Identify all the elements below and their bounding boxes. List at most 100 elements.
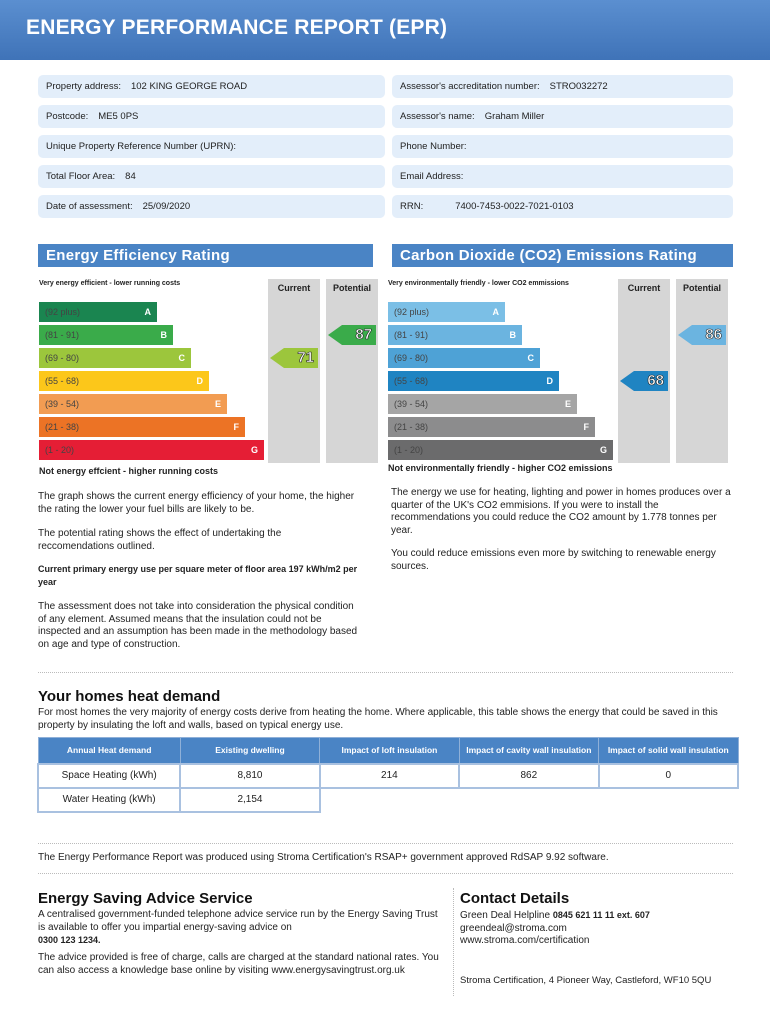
band-range: (55 - 68)	[394, 376, 429, 386]
rating-band-f: (21 - 38) F	[388, 417, 595, 437]
info-field: Total Floor Area: 84	[38, 165, 385, 188]
band-range: (39 - 54)	[45, 399, 80, 409]
field-value: 84	[125, 171, 136, 182]
band-range: (81 - 91)	[394, 330, 429, 340]
info-field: Assessor's accreditation number: STRO0322…	[392, 75, 733, 98]
col-header: Impact of loft insulation	[319, 737, 460, 764]
band-letter: D	[546, 376, 554, 386]
table-row: Water Heating (kWh) 2,154	[36, 786, 738, 813]
advice-phone: 0300 123 1234.	[38, 935, 101, 945]
band-letter: G	[250, 445, 258, 455]
band-range: (39 - 54)	[394, 399, 429, 409]
field-value: Graham Miller	[484, 111, 545, 122]
cell: Space Heating (kWh)	[36, 762, 182, 789]
band-range: (69 - 80)	[394, 353, 429, 363]
contact-email[interactable]: greendeal@stroma.com	[460, 922, 567, 934]
helpline-label: Green Deal Helpline	[460, 910, 551, 921]
band-letter: A	[492, 307, 500, 317]
divider	[453, 888, 454, 996]
energy-top-note: Very energy efficient - lower running co…	[39, 280, 181, 287]
col-header: Annual Heat demand	[37, 737, 181, 764]
band-letter: B	[509, 330, 517, 340]
field-label: Assessor's name:	[400, 111, 475, 122]
co2-text-1: The energy we use for heating, lighting …	[391, 487, 731, 536]
rating-band-d: (55 - 68) D	[39, 371, 209, 391]
cell: 8,810	[179, 762, 321, 789]
band-range: (92 plus)	[394, 307, 430, 317]
rating-band-c: (69 - 80) C	[388, 348, 540, 368]
heat-demand-table: Annual Heat demand Existing dwelling Imp…	[36, 737, 740, 813]
rating-band-e: (39 - 54) E	[388, 394, 577, 414]
energy-potential-column: Potential	[326, 279, 378, 463]
field-label: Unique Property Reference Number (UPRN):	[46, 141, 237, 152]
advice-title: Energy Saving Advice Service	[38, 890, 253, 907]
rating-band-e: (39 - 54) E	[39, 394, 227, 414]
helpline-number: 0845 621 11 11 ext. 607	[552, 910, 650, 920]
band-range: (92 plus)	[45, 307, 81, 317]
heat-demand-title: Your homes heat demand	[38, 688, 221, 705]
field-value: STRO032272	[549, 81, 608, 92]
field-value: 25/09/2020	[142, 201, 191, 212]
divider	[38, 672, 733, 673]
assessment-note: The assessment does not take into consid…	[38, 601, 358, 650]
co2-section-title: Carbon Dioxide (CO2) Emissions Rating	[392, 244, 733, 267]
table-header-row: Annual Heat demand Existing dwelling Imp…	[37, 737, 739, 764]
col-header: Existing dwelling	[179, 737, 321, 764]
cell: 862	[458, 762, 600, 789]
info-field: Phone Number:	[392, 135, 733, 158]
rating-band-a: (92 plus) A	[39, 302, 157, 322]
advice-text-2: The advice provided is free of charge, c…	[38, 952, 439, 976]
field-label: Date of assessment:	[46, 201, 133, 212]
band-letter: E	[214, 399, 221, 409]
contact-website[interactable]: www.stroma.com/certification	[460, 935, 590, 946]
energy-text-2: The potential rating shows the effect of…	[38, 528, 282, 552]
co2-potential-rating: 86	[678, 325, 726, 345]
band-range: (21 - 38)	[45, 422, 80, 432]
info-field: Postcode: ME5 0PS	[38, 105, 385, 128]
rating-band-b: (81 - 91) B	[388, 325, 522, 345]
energy-bottom-note: Not energy effcient - higher running cos…	[39, 466, 219, 476]
info-field: Date of assessment: 25/09/2020	[38, 195, 385, 218]
band-letter: C	[527, 353, 535, 363]
rating-band-d: (55 - 68) D	[388, 371, 559, 391]
report-title: ENERGY PERFORMANCE REPORT (EPR)	[26, 16, 448, 39]
contact-details: Green Deal Helpline 0845 621 11 11 ext. …	[460, 909, 740, 948]
rating-band-g: (1 - 20) G	[388, 440, 613, 460]
field-value: 102 KING GEORGE ROAD	[130, 81, 248, 92]
divider	[38, 843, 733, 844]
report-header: ENERGY PERFORMANCE REPORT (EPR)	[0, 0, 770, 60]
co2-bottom-note: Not environmentally friendly - higher CO…	[388, 463, 613, 473]
energy-potential-rating: 87	[328, 325, 376, 345]
field-label: Assessor's accreditation number:	[400, 81, 540, 92]
band-range: (81 - 91)	[45, 330, 80, 340]
rating-band-g: (1 - 20) G	[39, 440, 264, 460]
heat-demand-intro: For most homes the very majority of ener…	[38, 707, 718, 731]
rating-band-b: (81 - 91) B	[39, 325, 173, 345]
software-note: The Energy Performance Report was produc…	[38, 852, 609, 863]
field-label: Total Floor Area:	[46, 171, 116, 182]
col-header: Impact of cavity wall insulation	[458, 737, 600, 764]
field-label: Property address:	[46, 81, 121, 92]
band-letter: D	[196, 376, 204, 386]
divider	[38, 873, 733, 874]
info-field: Unique Property Reference Number (UPRN):	[38, 135, 385, 158]
band-range: (55 - 68)	[45, 376, 80, 386]
info-field: Email Address:	[392, 165, 733, 188]
col-header: Impact of solid wall insulation	[598, 737, 739, 764]
band-letter: F	[233, 422, 240, 432]
field-label: Email Address:	[400, 171, 464, 182]
info-field: Assessor's name: Graham Miller	[392, 105, 733, 128]
info-field: Property address: 102 KING GEORGE ROAD	[38, 75, 385, 98]
cell: 214	[318, 762, 461, 789]
field-label: RRN:	[400, 201, 424, 212]
co2-top-note: Very environmentally friendly - lower CO…	[388, 280, 569, 287]
band-range: (1 - 20)	[45, 445, 75, 455]
band-letter: F	[583, 422, 590, 432]
advice-text-1: A centralised government-funded telephon…	[38, 909, 443, 948]
field-value: 7400-7453-0022-7021-0103	[455, 201, 574, 212]
band-letter: B	[160, 330, 168, 340]
co2-text-2: You could reduce emissions even more by …	[391, 548, 716, 572]
field-label: Phone Number:	[400, 141, 467, 152]
primary-energy-use: Current primary energy use per square me…	[38, 564, 358, 587]
contact-address: Stroma Certification, 4 Pioneer Way, Cas…	[460, 975, 712, 986]
